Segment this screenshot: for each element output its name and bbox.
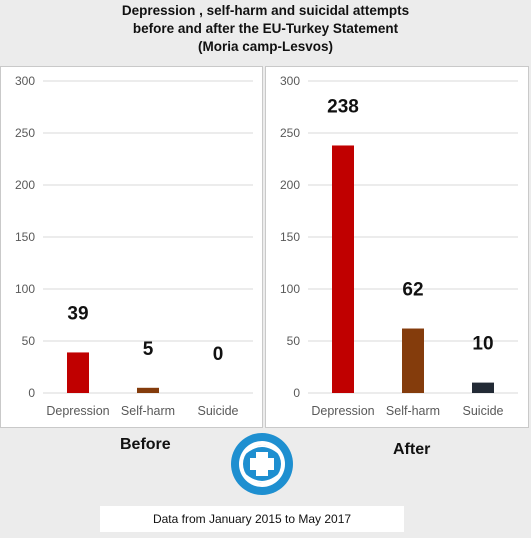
bar-suicide (472, 382, 494, 393)
category-label: Suicide (198, 404, 239, 418)
data-label: 39 (67, 303, 88, 324)
y-tick-label: 0 (28, 386, 35, 400)
y-tick-label: 200 (15, 178, 35, 192)
category-label: Self-harm (121, 404, 175, 418)
before-chart-panel: 0 50 100 150 200 250 300 39 Depression 5 Self-harm… (0, 66, 263, 428)
footnote: Data from January 2015 to May 2017 (100, 506, 404, 532)
data-label: 238 (327, 96, 359, 117)
doctors-of-the-world-logo (231, 433, 293, 495)
before-caption: Before (120, 436, 171, 453)
y-tick-label: 250 (15, 126, 35, 140)
y-tick-label: 50 (22, 334, 36, 348)
y-tick-label: 200 (280, 178, 300, 192)
data-label: 10 (472, 334, 493, 355)
y-tick-label: 150 (15, 230, 35, 244)
y-tick-label: 100 (15, 282, 35, 296)
y-tick-label: 150 (280, 230, 300, 244)
after-chart-panel: 0 50 100 150 200 250 300 238 Depression 62 Self-ha… (265, 66, 529, 428)
category-label: Suicide (463, 404, 504, 418)
title-line-2: before and after the EU-Turkey Statement (132, 21, 399, 36)
data-label: 5 (143, 339, 154, 360)
title-line-1: Depression , self-harm and suicidal atte… (121, 3, 410, 18)
y-tick-label: 50 (287, 334, 301, 348)
bar-depression (67, 352, 89, 393)
y-tick-label: 300 (280, 74, 300, 88)
title-line-3: (Moria camp-Lesvos) (197, 39, 334, 54)
y-tick-label: 300 (15, 74, 35, 88)
data-label: 62 (402, 280, 423, 301)
chart-title: Depression , self-harm and suicidal atte… (0, 2, 531, 56)
category-label: Depression (311, 404, 374, 418)
bar-self-harm (137, 387, 159, 393)
category-label: Depression (46, 404, 109, 418)
after-caption: After (393, 441, 431, 458)
bar-self-harm (402, 328, 424, 393)
after-chart: 0 50 100 150 200 250 300 238 Depression 62 Self-ha… (280, 74, 518, 418)
y-tick-label: 250 (280, 126, 300, 140)
data-label: 0 (213, 344, 224, 365)
category-label: Self-harm (386, 404, 440, 418)
bar-depression (332, 145, 354, 393)
before-chart: 0 50 100 150 200 250 300 39 Depression 5 Self-harm… (15, 74, 253, 418)
y-tick-label: 0 (293, 386, 300, 400)
y-tick-label: 100 (280, 282, 300, 296)
